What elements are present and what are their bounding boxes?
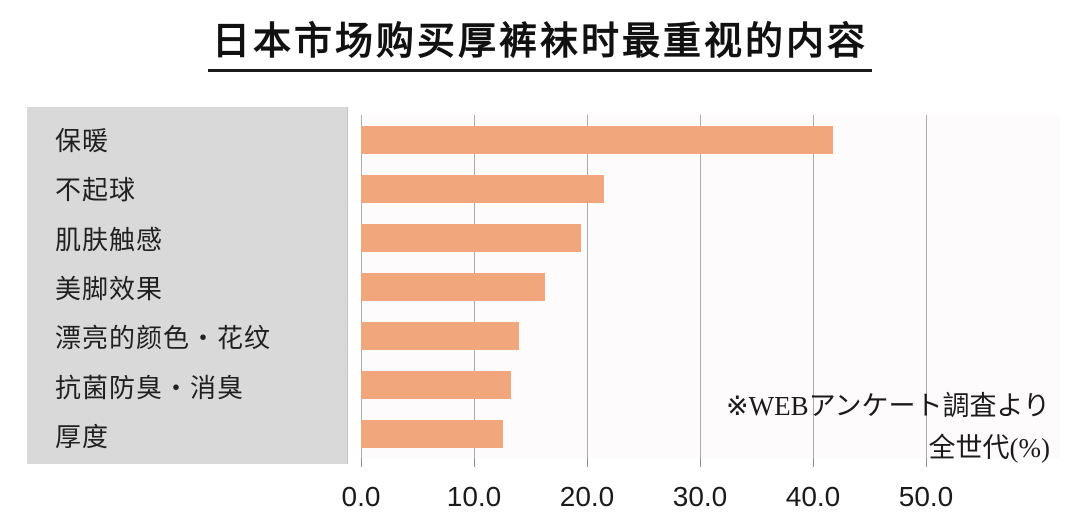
category-label: 厚度 — [55, 421, 110, 452]
category-label: 漂亮的颜色・花纹 — [55, 323, 272, 354]
x-tick-label: 50.0 — [898, 481, 954, 512]
category-label: 抗菌防臭・消臭 — [55, 372, 245, 403]
source-annotation: ※WEBアンケート調査より 全世代(%) — [630, 386, 1050, 470]
x-axis: 0.0 10.0 20.0 30.0 40.0 50.0 — [342, 481, 1060, 515]
bar — [361, 223, 582, 252]
bar-row — [361, 409, 1060, 458]
gridline — [926, 115, 927, 458]
category-label-panel: 保暖不起球肌肤触感美脚效果漂亮的颜色・花纹 抗菌防臭・消臭 厚度 — [27, 107, 348, 464]
category-label: 肌肤触感 — [55, 224, 164, 255]
bar-row — [361, 213, 1060, 262]
bar — [361, 321, 520, 350]
axis-tick — [700, 458, 701, 467]
x-tick-label: 40.0 — [785, 481, 841, 512]
bar-row — [361, 115, 1060, 164]
gridline — [587, 115, 588, 458]
source-note-line1: ※WEBアンケート調査より — [726, 391, 1050, 421]
bar-row — [361, 262, 1060, 311]
bar — [361, 272, 546, 301]
bar-row — [361, 360, 1060, 409]
bar-row — [361, 311, 1060, 360]
x-tick-label: 30.0 — [672, 481, 728, 512]
bar — [361, 419, 504, 448]
page-title: 日本市场购买厚裤袜时最重视的内容 — [207, 21, 872, 72]
bar — [361, 370, 512, 399]
bars-area — [361, 115, 1060, 458]
gridline — [813, 115, 814, 458]
x-tick-label: 10.0 — [446, 481, 502, 512]
x-tick-label: 20.0 — [559, 481, 615, 512]
axis-tick — [474, 458, 475, 467]
bar — [361, 174, 604, 203]
source-note-line2: 全世代(%) — [928, 432, 1050, 463]
title-bar: 日本市场购买厚裤袜时最重视的内容 — [0, 21, 1080, 72]
category-label: 保暖 — [55, 126, 110, 157]
bar — [361, 125, 834, 154]
category-label: 不起球 — [55, 175, 137, 206]
axis-tick — [813, 458, 814, 467]
plot-area — [361, 115, 1060, 467]
x-tick-label: 0.0 — [341, 481, 381, 512]
axis-tick — [926, 458, 927, 467]
category-label: 美脚效果 — [55, 273, 164, 304]
axis-tick — [361, 458, 362, 467]
axis-tick — [587, 458, 588, 467]
bar-row — [361, 164, 1060, 213]
gridline — [700, 115, 701, 458]
